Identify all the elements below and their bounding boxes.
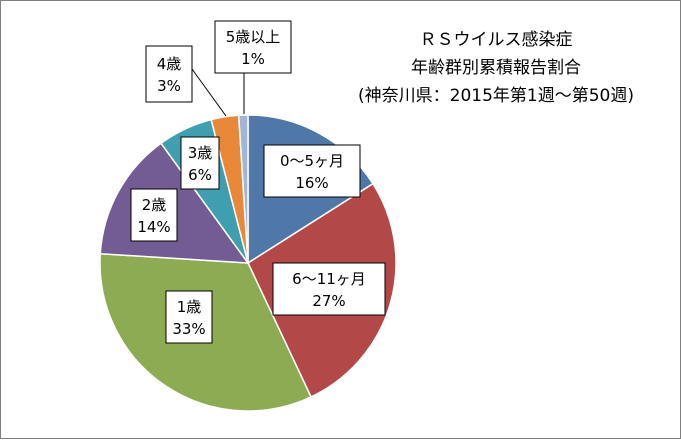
label-value-slice-4: 6% — [188, 166, 212, 184]
leader-lines — [191, 68, 245, 117]
label-category-slice-6: 5歳以上 — [226, 28, 281, 46]
label-box-slice-5 — [145, 45, 193, 103]
label-value-slice-6: 1% — [241, 50, 265, 68]
label-group-slice-5: 4歳3% — [145, 45, 193, 103]
label-box-slice-3 — [130, 188, 178, 242]
chart-subtitle-period: (神奈川県：2015年第1週～第50週) — [358, 86, 634, 106]
label-box-slice-2 — [165, 290, 213, 344]
label-value-slice-1: 27% — [312, 292, 345, 310]
label-value-slice-3: 14% — [137, 218, 170, 236]
label-box-slice-1 — [272, 262, 386, 316]
label-value-slice-2: 33% — [172, 320, 205, 338]
slice-labels: 0～5ヶ月16%6～11ヶ月27%1歳33%2歳14%3歳6%4歳3%5歳以上1… — [130, 20, 386, 344]
label-box-slice-4 — [180, 136, 220, 190]
label-category-slice-5: 4歳 — [157, 55, 182, 73]
chart-title: ＲＳウイルス感染症 — [420, 30, 573, 50]
label-group-slice-4: 3歳6% — [180, 136, 220, 190]
label-box-slice-0 — [263, 144, 361, 198]
label-category-slice-2: 1歳 — [177, 298, 202, 316]
label-category-slice-4: 3歳 — [188, 144, 213, 162]
label-category-slice-0: 0～5ヶ月 — [280, 152, 344, 170]
label-category-slice-3: 2歳 — [142, 196, 167, 214]
label-group-slice-0: 0～5ヶ月 16% — [263, 144, 361, 198]
chart-subtitle: 年齢群別累積報告割合 — [411, 58, 581, 78]
label-category-slice-1: 6～11ヶ月 — [292, 270, 366, 288]
label-box-slice-6 — [214, 20, 292, 74]
label-group-slice-1: 6～11ヶ月 27% — [272, 262, 386, 316]
leader-line-slice-5 — [191, 68, 227, 117]
pie-slice-6 — [237, 114, 249, 264]
label-value-slice-0: 16% — [295, 174, 328, 192]
label-value-slice-5: 3% — [157, 77, 181, 95]
label-group-slice-6: 5歳以上 1% — [214, 20, 292, 74]
